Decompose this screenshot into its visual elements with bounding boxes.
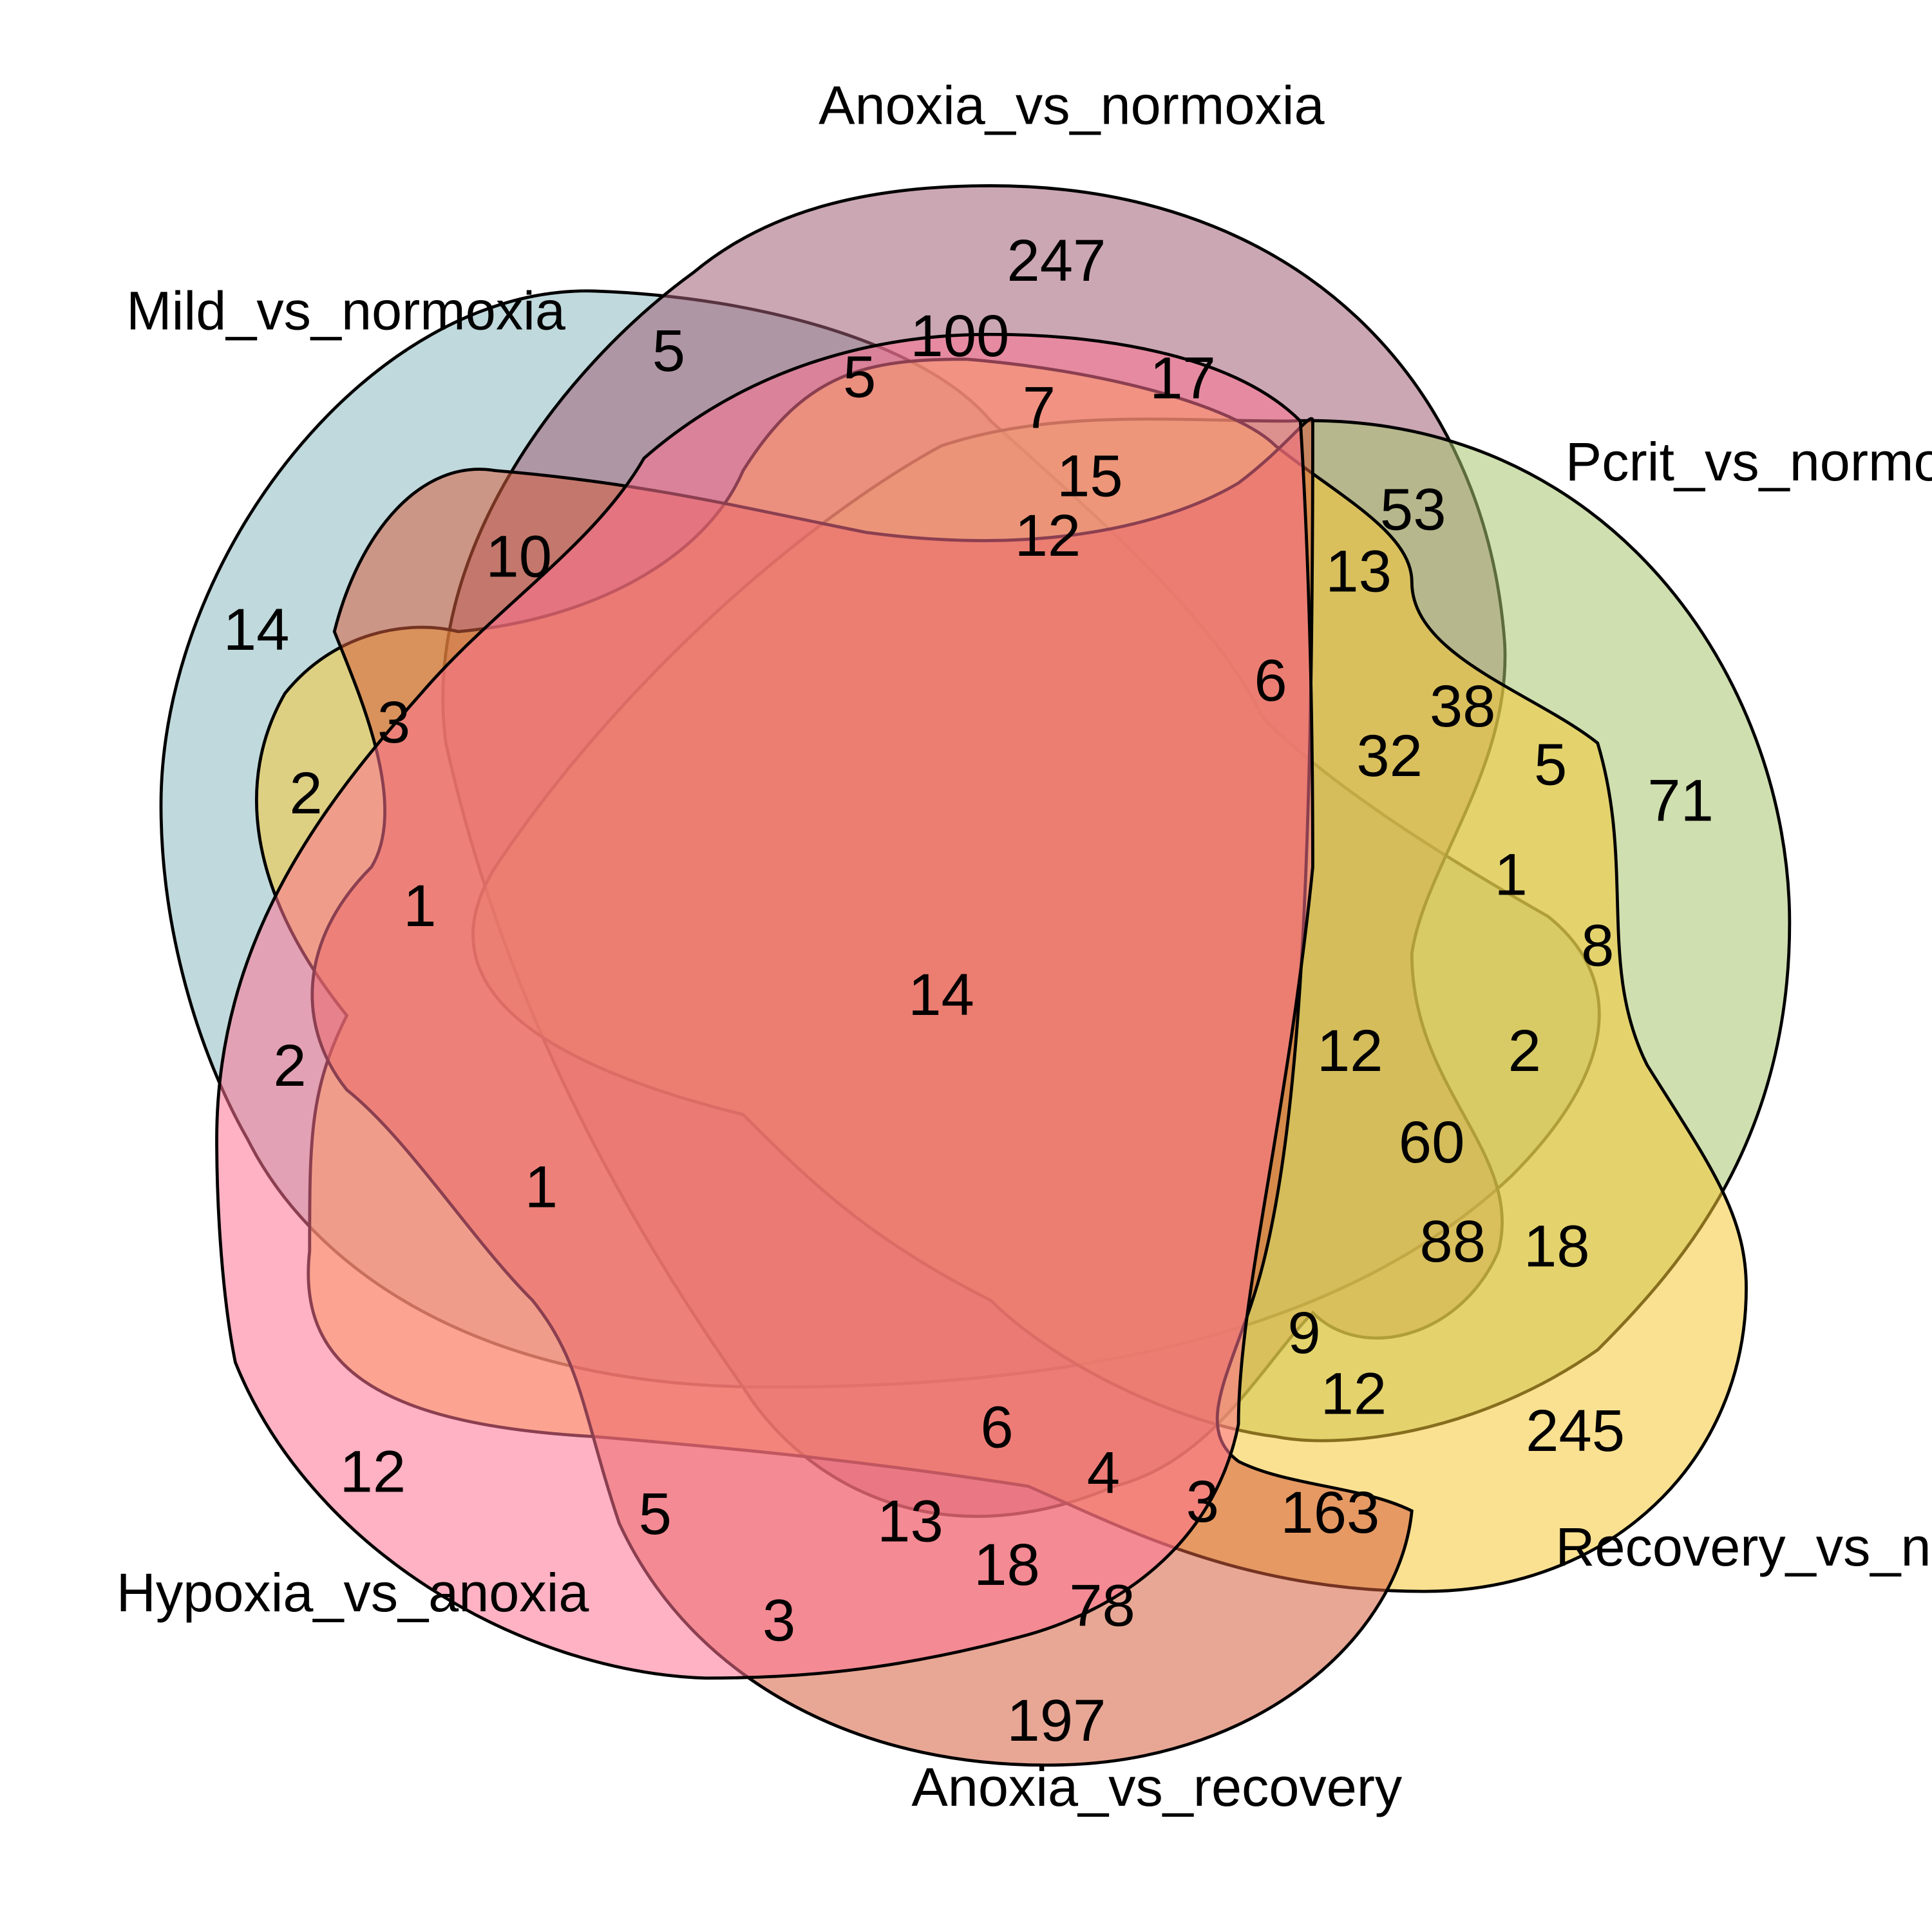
region-count: 3 — [1186, 1468, 1219, 1535]
set-label-anoxia-vs-recovery: Anoxia_vs_recovery — [911, 1756, 1403, 1817]
region-count: 8 — [1581, 911, 1614, 978]
region-count: 53 — [1380, 475, 1446, 542]
region-count: 18 — [1524, 1213, 1590, 1280]
region-count: 9 — [1287, 1299, 1320, 1366]
set-label-pcrit-vs-normoxia: Pcrit_vs_normoxia — [1566, 431, 1932, 492]
region-count: 18 — [974, 1531, 1040, 1598]
region-count: 12 — [340, 1438, 406, 1505]
region-count: 7 — [1023, 374, 1056, 441]
region-count: 88 — [1419, 1208, 1486, 1274]
region-count: 12 — [1317, 1017, 1383, 1084]
region-count: 3 — [377, 688, 410, 755]
region-count: 5 — [843, 343, 876, 410]
region-count: 4 — [1087, 1439, 1120, 1506]
region-count: 12 — [1321, 1359, 1387, 1426]
region-counts: 247 5 100 5 17 7 15 12 53 13 10 14 6 38 … — [223, 227, 1714, 1754]
region-count: 2 — [289, 759, 322, 826]
region-count: 14 — [223, 596, 290, 663]
region-count: 6 — [1254, 647, 1287, 714]
region-count: 245 — [1526, 1397, 1625, 1464]
region-count: 71 — [1647, 766, 1714, 833]
set-labels: Mild_vs_normoxia Anoxia_vs_normoxia Pcri… — [117, 74, 1932, 1817]
region-count: 78 — [1069, 1571, 1135, 1638]
region-count: 13 — [1325, 538, 1392, 605]
set-label-hypoxia-vs-anoxia: Hypoxia_vs_anoxia — [117, 1562, 590, 1623]
region-count: 5 — [639, 1480, 672, 1547]
set-label-recovery-vs-normoxia: Recovery_vs_normoxia — [1555, 1516, 1932, 1577]
region-count: 17 — [1150, 345, 1216, 412]
region-count: 10 — [486, 522, 552, 589]
region-count: 15 — [1057, 442, 1123, 509]
region-count: 60 — [1399, 1108, 1465, 1175]
region-count: 32 — [1356, 722, 1423, 789]
set-shape-hypoxia-vs-anoxia — [215, 332, 1314, 1680]
region-count: 1 — [525, 1153, 558, 1220]
region-count: 197 — [1007, 1687, 1106, 1754]
region-count: 2 — [1508, 1017, 1541, 1084]
set-label-anoxia-vs-normoxia: Anoxia_vs_normoxia — [819, 74, 1325, 135]
region-count: 5 — [1534, 731, 1567, 798]
region-count: 100 — [910, 302, 1009, 369]
region-count: 3 — [762, 1586, 795, 1653]
region-count: 247 — [1007, 227, 1106, 294]
region-count: 1 — [403, 872, 436, 939]
region-count: 12 — [1015, 502, 1081, 569]
region-count: 163 — [1280, 1479, 1379, 1546]
set-label-mild-vs-normoxia: Mild_vs_normoxia — [126, 280, 566, 341]
region-count: 6 — [980, 1393, 1013, 1460]
region-count: 38 — [1430, 672, 1496, 739]
region-count: 14 — [908, 961, 974, 1028]
set-shapes — [159, 184, 1792, 1767]
region-count: 5 — [652, 317, 685, 384]
region-count: 2 — [273, 1032, 306, 1099]
region-count: 13 — [877, 1488, 943, 1555]
region-count: 1 — [1494, 841, 1527, 908]
